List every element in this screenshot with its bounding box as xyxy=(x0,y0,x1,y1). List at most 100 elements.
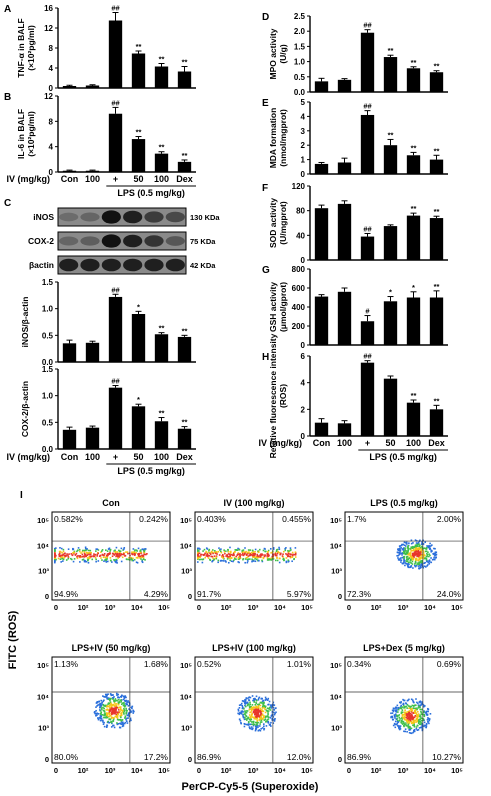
flow-event xyxy=(124,721,127,724)
flow-event xyxy=(255,718,257,720)
flow-event xyxy=(222,553,224,556)
y-axis-label: Relative fluorescence intensity(ROS) xyxy=(268,333,288,458)
flow-event xyxy=(59,550,62,553)
blot-band xyxy=(59,236,79,246)
flow-event xyxy=(243,718,246,721)
flow-event xyxy=(434,554,436,557)
flow-event xyxy=(261,714,263,717)
flow-event xyxy=(252,724,255,727)
flow-event xyxy=(221,559,223,562)
flow-event xyxy=(103,711,106,713)
flow-event xyxy=(409,707,411,709)
flow-event xyxy=(416,724,419,727)
flow-event xyxy=(262,556,265,559)
flow-event xyxy=(294,551,297,554)
flow-event xyxy=(247,551,250,554)
flow-event xyxy=(265,715,267,718)
flow-y-tick: 0 xyxy=(45,755,49,764)
flow-event xyxy=(426,707,429,710)
flow-event xyxy=(272,701,275,704)
flow-event xyxy=(135,556,138,559)
flow-event xyxy=(225,555,227,557)
flow-event xyxy=(411,718,414,721)
flow-event xyxy=(84,547,87,550)
flow-event xyxy=(110,697,112,700)
flow-event xyxy=(111,552,114,555)
flow-event xyxy=(116,714,119,717)
y-tick-label: 4 xyxy=(49,143,54,152)
blot-band xyxy=(101,234,121,248)
flow-event xyxy=(259,711,262,714)
flow-event xyxy=(211,560,213,563)
flow-event xyxy=(279,553,282,555)
flow-event xyxy=(415,698,417,700)
flow-x-tick: 10² xyxy=(371,603,382,612)
flow-event xyxy=(221,555,223,557)
flow-event xyxy=(269,557,271,560)
flow-event xyxy=(397,549,400,551)
flow-event xyxy=(418,547,421,550)
flow-event xyxy=(87,553,90,555)
y-tick-label: 8 xyxy=(49,117,54,126)
flow-event xyxy=(106,556,109,559)
flow-event xyxy=(424,541,427,544)
flow-event xyxy=(215,557,218,560)
flow-event xyxy=(399,707,402,709)
flow-event xyxy=(419,701,421,704)
flow-event xyxy=(113,559,116,561)
flow-event xyxy=(113,726,116,729)
y-tick-label: 16 xyxy=(44,4,53,13)
flow-event xyxy=(241,554,243,556)
flow-event xyxy=(257,721,259,724)
bar xyxy=(314,81,329,92)
flow-event xyxy=(261,560,264,563)
flow-event xyxy=(247,721,250,724)
flow-x-tick: 10⁴ xyxy=(274,766,286,775)
flow-event xyxy=(427,545,429,548)
flow-event xyxy=(401,706,403,708)
flow-event xyxy=(244,704,246,707)
flow-event xyxy=(108,718,110,721)
y-tick-label: 1.5 xyxy=(294,42,306,51)
flow-event xyxy=(213,558,215,561)
flow-event xyxy=(407,545,409,547)
bar xyxy=(360,114,375,174)
significance-label: ** xyxy=(434,396,440,405)
flow-event xyxy=(262,549,265,552)
y-tick-label: 800 xyxy=(292,265,306,274)
flow-event xyxy=(121,725,124,728)
blot-kda-label: 42 KDa xyxy=(190,261,216,270)
flow-event xyxy=(422,710,425,713)
bar xyxy=(108,113,123,172)
flow-event xyxy=(101,701,104,704)
flow-event xyxy=(100,713,102,716)
flow-event xyxy=(242,558,244,561)
flow-panel-title: LPS+Dex (5 mg/kg) xyxy=(363,643,445,653)
flow-event xyxy=(102,556,105,559)
flow-event xyxy=(239,720,242,722)
flow-event xyxy=(249,723,252,726)
flow-event xyxy=(107,715,110,718)
flow-event xyxy=(406,704,409,706)
bar xyxy=(154,421,169,449)
flow-event xyxy=(110,717,113,720)
flow-event xyxy=(422,551,425,554)
flow-event xyxy=(257,550,259,553)
flow-event xyxy=(420,543,423,545)
flow-event xyxy=(396,722,399,725)
flow-event xyxy=(398,725,401,727)
flow-event xyxy=(82,558,85,561)
flow-event xyxy=(401,722,403,724)
flow-event xyxy=(285,557,288,559)
flow-event xyxy=(114,698,117,700)
bar xyxy=(337,291,352,345)
significance-label: ** xyxy=(388,130,394,139)
flow-event xyxy=(251,558,253,561)
flow-event xyxy=(117,557,119,559)
flow-event xyxy=(260,727,262,730)
flow-event xyxy=(255,717,257,719)
flow-event xyxy=(197,552,199,554)
